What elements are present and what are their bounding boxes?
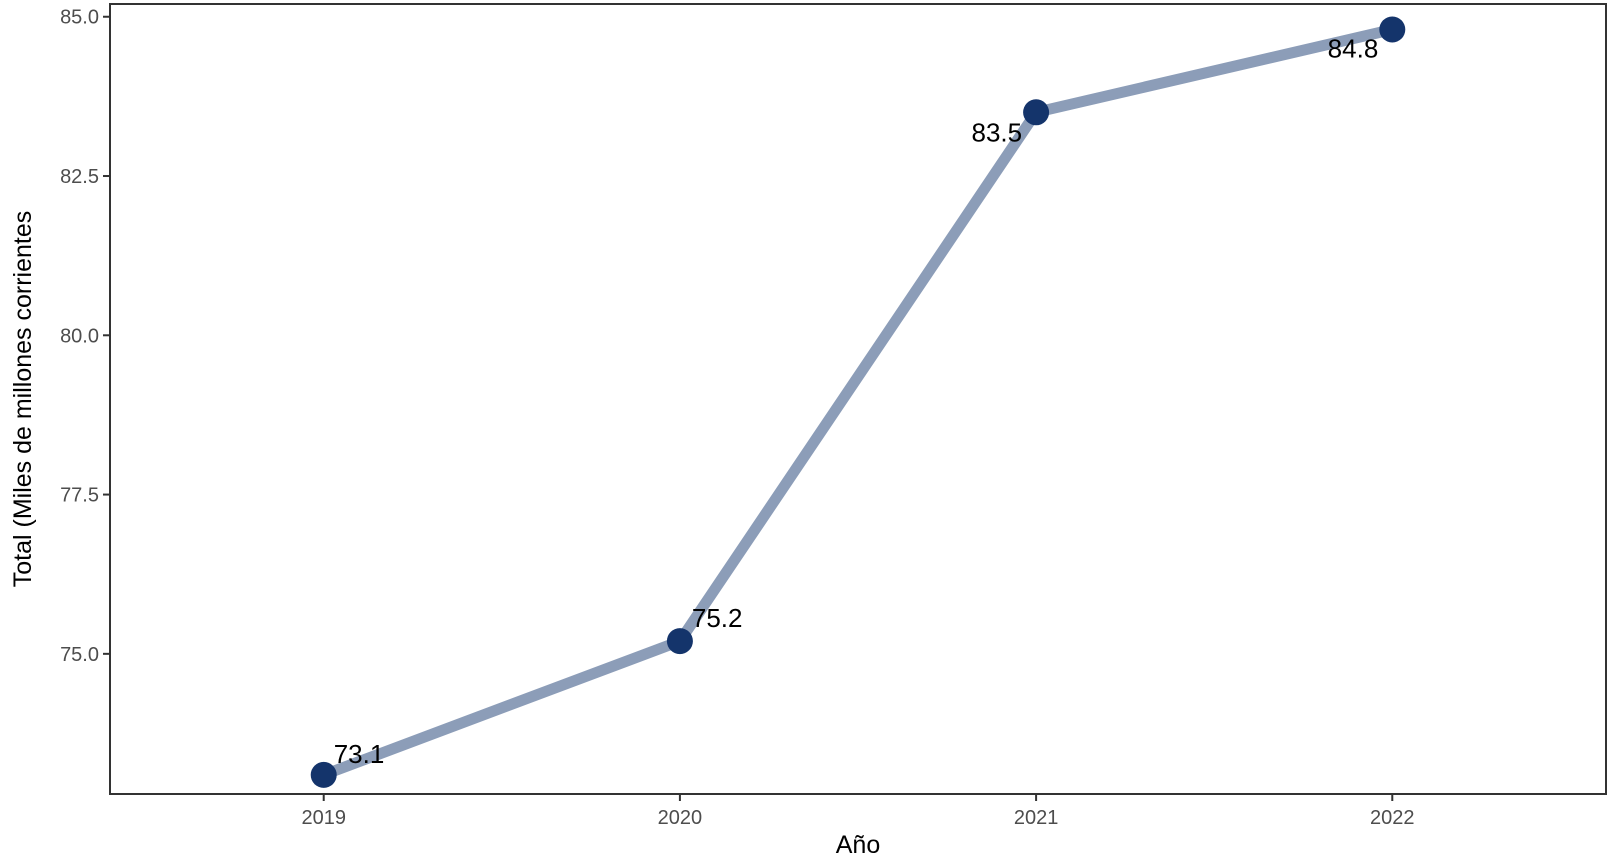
data-point-marker [310,761,337,788]
data-label: 73.1 [334,739,385,769]
x-tick-label: 2021 [1014,807,1059,829]
y-tick-label: 77.5 [60,485,99,507]
y-tick-label: 75.0 [60,644,99,666]
data-label: 75.2 [692,603,743,633]
x-axis-title: Año [836,831,880,859]
y-axis-title: Total (Miles de millones corrientes [9,211,37,588]
data-label-layer: 73.1 75.2 83.5 84.8 [334,33,1379,768]
data-point-marker [666,628,693,655]
x-tick-label: 2019 [301,807,346,829]
series-line [321,24,1394,781]
plot-panel-border [109,3,1607,795]
x-tick-label: 2022 [1370,807,1415,829]
data-label: 83.5 [971,117,1022,147]
y-tick-label: 85.0 [60,7,99,29]
y-tick-label: 82.5 [60,166,99,188]
x-axis-ticks: 2019 2020 2021 2022 [301,794,1415,829]
data-label: 84.8 [1328,33,1379,63]
data-point-marker [1379,16,1406,43]
data-point-marker [1023,99,1050,126]
y-axis-ticks: 75.0 77.5 80.0 82.5 85.0 [60,7,110,666]
x-tick-label: 2020 [658,807,703,829]
y-tick-label: 80.0 [60,325,99,347]
series-layer [310,16,1406,788]
